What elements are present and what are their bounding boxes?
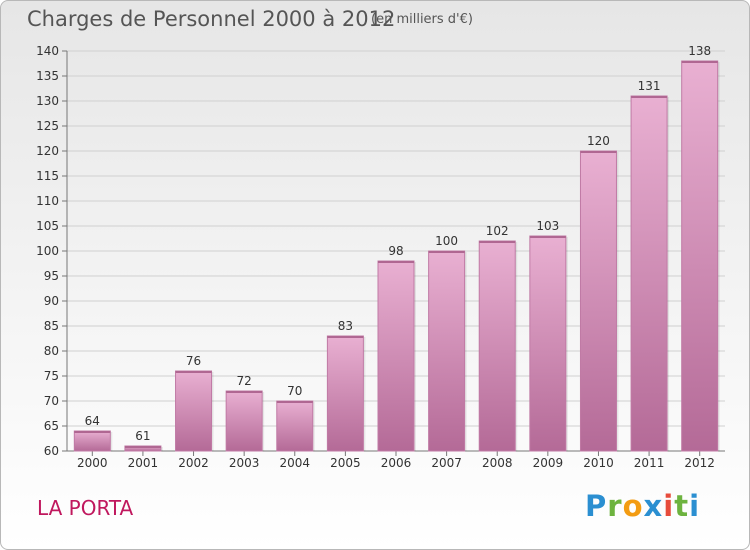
x-tick-label: 2012	[684, 456, 715, 470]
proxiti-logo[interactable]: Proxiti	[585, 489, 700, 523]
chart-subtitle: (en milliers d'€)	[371, 12, 473, 27]
bar-2003	[225, 390, 263, 452]
bar-top-edge	[529, 236, 566, 238]
bar-2010	[579, 150, 617, 452]
y-tick-label: 60	[44, 444, 59, 458]
chart-title: Charges de Personnel 2000 à 2012	[27, 7, 396, 31]
bar-top-edge	[479, 241, 516, 243]
y-tick-label: 130	[36, 94, 59, 108]
logo-letter: P	[585, 489, 608, 523]
y-tick-label: 75	[44, 369, 59, 383]
y-tick-label: 85	[44, 319, 59, 333]
bar-top-edge	[681, 61, 718, 63]
x-tick-label: 2006	[381, 456, 412, 470]
bar-2008	[478, 240, 516, 452]
bar-2002	[175, 370, 213, 452]
data-label: 138	[688, 44, 711, 58]
logo-letter: t	[674, 489, 690, 523]
data-label: 131	[638, 79, 661, 93]
x-tick-label: 2002	[178, 456, 209, 470]
data-label: 120	[587, 134, 610, 148]
bar-top-edge	[74, 431, 111, 433]
data-label: 72	[237, 374, 252, 388]
y-tick-label: 125	[36, 119, 59, 133]
x-tick-label: 2007	[431, 456, 462, 470]
data-label: 83	[338, 319, 353, 333]
x-tick-label: 2008	[482, 456, 513, 470]
y-tick-label: 100	[36, 244, 59, 258]
data-label: 64	[85, 414, 100, 428]
y-tick-label: 65	[44, 419, 59, 433]
y-tick-label: 120	[36, 144, 59, 158]
logo-letter: i	[663, 489, 675, 523]
logo-letter: x	[643, 489, 664, 523]
bar-2000	[73, 430, 111, 452]
y-tick-label: 135	[36, 69, 59, 83]
bar-top-edge	[124, 446, 161, 448]
x-tick-label: 2011	[634, 456, 665, 470]
bar-2005	[326, 335, 364, 452]
logo-letter: o	[622, 489, 644, 523]
bar-2007	[428, 250, 466, 452]
data-label: 70	[287, 384, 302, 398]
y-tick-label: 115	[36, 169, 59, 183]
bar-top-edge	[226, 391, 263, 393]
data-label: 61	[135, 429, 150, 443]
y-tick-label: 70	[44, 394, 59, 408]
bar-2012	[681, 60, 719, 452]
y-tick-label: 80	[44, 344, 59, 358]
commune-name: LA PORTA	[37, 496, 134, 520]
bar-top-edge	[631, 96, 668, 98]
x-tick-label: 2000	[77, 456, 108, 470]
bar-top-edge	[327, 336, 364, 338]
x-tick-label: 2010	[583, 456, 614, 470]
x-tick-label: 2003	[229, 456, 260, 470]
y-tick-label: 110	[36, 194, 59, 208]
x-tick-label: 2005	[330, 456, 361, 470]
data-label: 76	[186, 354, 201, 368]
bar-2004	[276, 400, 314, 452]
y-tick-label: 95	[44, 269, 59, 283]
bar-2011	[630, 95, 668, 452]
data-label: 100	[435, 234, 458, 248]
logo-letter: r	[607, 489, 623, 523]
y-tick-label: 90	[44, 294, 59, 308]
logo-letter: i	[689, 489, 701, 523]
data-label: 103	[536, 219, 559, 233]
bar-2009	[529, 235, 567, 452]
y-tick-label: 140	[36, 44, 59, 58]
data-label: 98	[388, 244, 403, 258]
bar-top-edge	[428, 251, 465, 253]
bar-top-edge	[175, 371, 212, 373]
x-tick-label: 2009	[533, 456, 564, 470]
bar-2006	[377, 260, 415, 452]
data-label: 102	[486, 224, 509, 238]
x-tick-label: 2001	[128, 456, 159, 470]
bar-top-edge	[276, 401, 313, 403]
bar-top-edge	[580, 151, 617, 153]
bar-top-edge	[378, 261, 414, 263]
y-tick-label: 105	[36, 219, 59, 233]
x-tick-label: 2004	[279, 456, 310, 470]
